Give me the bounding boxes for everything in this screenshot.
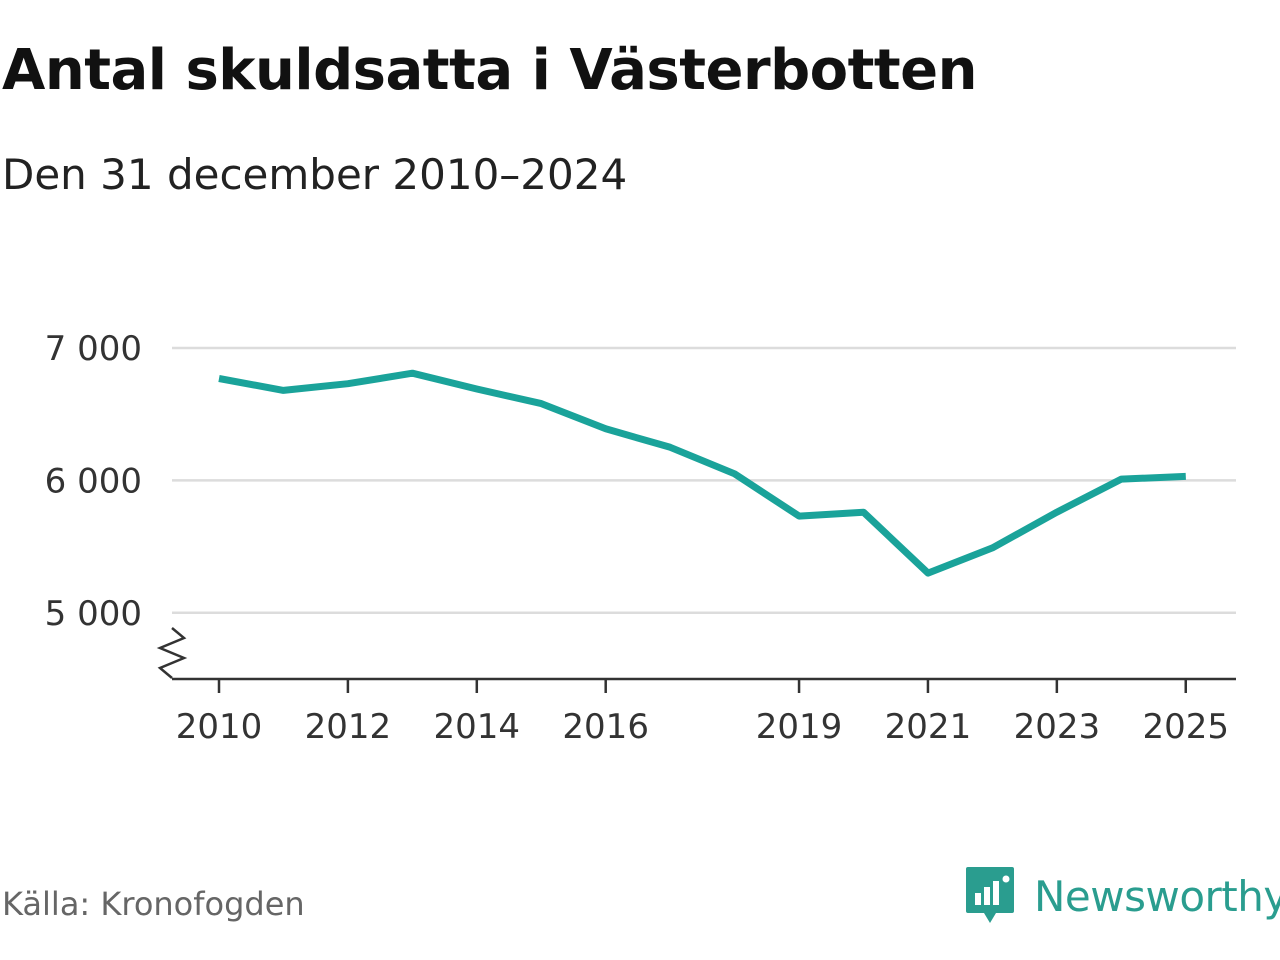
chart-title: Antal skuldsatta i Västerbotten bbox=[2, 38, 978, 103]
gridlines bbox=[172, 346, 1236, 615]
x-tick-label: 2010 bbox=[176, 707, 263, 747]
series-group bbox=[218, 369, 1186, 577]
x-tick-label: 2012 bbox=[305, 707, 392, 747]
y-tick-label: 7 000 bbox=[45, 329, 142, 369]
x-tick-label: 2025 bbox=[1142, 707, 1229, 747]
x-tick-label: 2014 bbox=[434, 707, 521, 747]
y-tick-label: 5 000 bbox=[45, 594, 142, 634]
x-tick-label: 2023 bbox=[1014, 707, 1101, 747]
y-axis-ticks: 5 000 6 000 7 000 bbox=[45, 329, 142, 634]
x-axis: 2010 2012 2014 2016 2019 2021 2023 2025 bbox=[156, 627, 1236, 747]
brand-name: Newsworthy bbox=[1034, 871, 1280, 921]
x-tick-label: 2021 bbox=[885, 707, 972, 747]
brand-logo: Newsworthy bbox=[964, 864, 1280, 928]
newsworthy-logo-icon bbox=[966, 867, 1014, 923]
axis-break-icon bbox=[156, 627, 188, 679]
source-note: Källa: Kronofogden bbox=[2, 885, 305, 923]
chart-subtitle: Den 31 december 2010–2024 bbox=[2, 150, 628, 199]
series-line bbox=[218, 369, 1186, 577]
x-tick-label: 2016 bbox=[562, 707, 649, 747]
y-tick-label: 6 000 bbox=[45, 461, 142, 501]
x-tick-label: 2019 bbox=[756, 707, 843, 747]
